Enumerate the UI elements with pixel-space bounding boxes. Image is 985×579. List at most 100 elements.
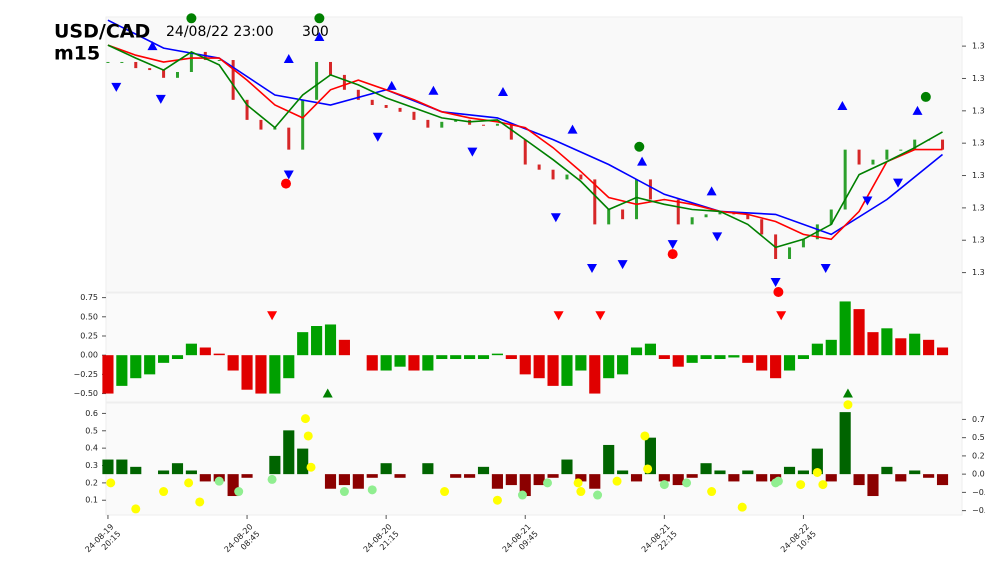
signal-dot — [667, 249, 678, 260]
candle — [829, 209, 833, 225]
chart-subtitle: m15 — [54, 43, 100, 65]
histogram-bar — [936, 347, 949, 356]
x-tick-label: 24-08-2210:45 — [779, 522, 818, 561]
signal-up — [283, 54, 294, 64]
signal-dot — [314, 13, 325, 24]
histogram-bar — [853, 309, 865, 356]
y-tick-label: 0.4 — [85, 444, 98, 453]
histogram-bar — [853, 474, 865, 486]
y-tick-label: 0.50 — [80, 312, 98, 321]
signal-up — [567, 124, 578, 134]
signal-down — [267, 311, 278, 321]
candle — [565, 174, 569, 180]
indicator-dot — [517, 490, 527, 500]
candle — [301, 99, 305, 150]
histogram-bar — [269, 355, 281, 394]
candle — [315, 61, 319, 100]
histogram-bar — [311, 326, 323, 356]
candle — [259, 119, 263, 130]
histogram-bar — [603, 444, 615, 475]
histogram-bar — [491, 474, 503, 489]
histogram-bar — [547, 474, 559, 478]
y-tick-label: 1.35 — [972, 236, 985, 245]
candle — [760, 219, 764, 235]
indicator-dot — [612, 476, 622, 486]
indicator-dot — [682, 478, 692, 488]
candle — [175, 72, 179, 78]
signal-up — [637, 156, 648, 166]
indicator-dot — [796, 480, 806, 490]
indicator-dot — [659, 480, 669, 490]
candle — [134, 61, 138, 69]
candle — [384, 105, 388, 108]
y-tick-label: 0.6 — [85, 409, 98, 418]
histogram-bar — [171, 355, 184, 360]
candle — [440, 121, 444, 128]
candle — [148, 68, 152, 71]
histogram-bar — [422, 355, 434, 371]
histogram-bar — [867, 474, 879, 497]
histogram-bar — [144, 355, 156, 375]
histogram-bar — [811, 343, 823, 356]
histogram-panel — [105, 402, 963, 516]
histogram-bar — [199, 474, 211, 482]
signal-up — [314, 32, 325, 42]
histogram-bar — [519, 355, 531, 375]
price-panel — [105, 16, 963, 293]
histogram-bar — [213, 353, 225, 356]
y-tick-label: 0.2 — [85, 478, 98, 487]
candle — [690, 217, 694, 225]
annotation: 300 — [302, 24, 329, 40]
histogram-bar — [283, 430, 295, 475]
x-tick-label: 24-08-2008:45 — [222, 522, 261, 561]
histogram-bar — [366, 474, 378, 478]
histogram-bar — [783, 355, 796, 371]
signal-down — [770, 277, 781, 287]
histogram-bar — [909, 470, 921, 475]
histogram-bar — [533, 355, 545, 379]
candle — [704, 214, 708, 218]
histogram-bar — [199, 347, 211, 356]
histogram-bar — [589, 474, 601, 489]
y-tick-label: 1.36 — [972, 171, 985, 180]
histogram-bar — [324, 474, 337, 489]
candle — [329, 61, 333, 75]
moving-average — [107, 19, 944, 236]
signal-down — [595, 311, 606, 321]
signal-down — [550, 213, 561, 223]
candle — [621, 209, 625, 220]
histogram-bar — [158, 355, 170, 363]
signal-down — [155, 94, 166, 104]
candle — [426, 119, 430, 128]
histogram-bar — [603, 355, 615, 379]
indicator-dot — [106, 478, 116, 488]
x-tick-label: 24-08-2109:45 — [500, 522, 539, 561]
indicator-dot — [339, 487, 349, 497]
histogram-bar — [895, 338, 907, 356]
histogram-bar — [491, 353, 503, 356]
candle — [356, 89, 360, 100]
candle — [718, 211, 722, 215]
histogram-bar — [714, 470, 726, 475]
signal-down — [667, 240, 678, 250]
indicator-dot — [573, 478, 583, 488]
indicator-dot — [640, 431, 650, 441]
indicator-dot — [131, 504, 141, 514]
histogram-bar — [936, 474, 949, 486]
signal-down — [862, 196, 873, 206]
histogram-bar — [185, 343, 197, 356]
chart-title: USD/CAD — [54, 21, 150, 43]
candle — [273, 127, 277, 130]
histogram-bar — [923, 474, 935, 478]
histogram-bar — [519, 474, 531, 497]
y-tick-label: 1.36 — [972, 74, 985, 83]
y-tick-label: 0.5 — [85, 426, 98, 435]
histogram-bar — [380, 355, 392, 371]
histogram-bar — [839, 301, 851, 356]
signal-up — [428, 85, 439, 95]
signal-up — [842, 388, 853, 398]
histogram-bar — [728, 474, 740, 482]
candle — [412, 111, 416, 120]
candle — [454, 119, 458, 122]
